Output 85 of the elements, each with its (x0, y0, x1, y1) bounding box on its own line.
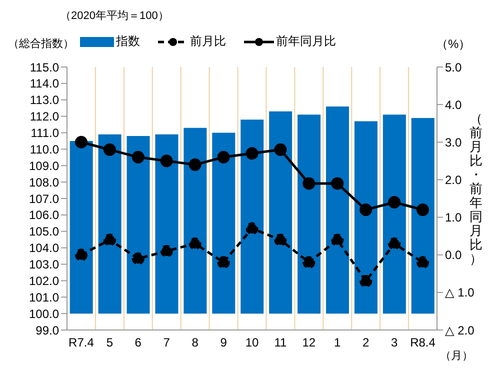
y2-tick-label: 1.0 (445, 210, 462, 225)
y2-tick-label: 3.0 (445, 135, 462, 150)
point (132, 150, 144, 164)
chart-title: （2020年平均＝100） (60, 9, 169, 23)
y2-tick-label: 0.0 (445, 248, 462, 262)
point (160, 154, 173, 168)
point (388, 196, 401, 209)
bar (269, 111, 292, 314)
y-tick-label: 107.0 (28, 192, 60, 206)
x-tick-label: 10 (245, 336, 259, 350)
y-tick-label: 101.0 (28, 290, 60, 304)
y-tick-label: 111.0 (30, 126, 60, 140)
point (74, 136, 88, 148)
y-tick-label: 114.0 (30, 76, 60, 91)
point (188, 158, 202, 171)
bar (326, 106, 349, 314)
y-tick-label: 109.0 (28, 158, 60, 173)
bar (98, 134, 122, 314)
bar (354, 121, 378, 314)
bar (212, 132, 236, 314)
x-tick-label: 9 (220, 336, 228, 350)
y2-tick-label: 2.0 (445, 172, 462, 187)
point (331, 177, 344, 190)
point (103, 143, 116, 156)
x-tick-label: 12 (302, 336, 316, 350)
point (331, 234, 344, 246)
point (360, 204, 372, 216)
text: （%） (436, 36, 471, 53)
x-axis-title: （月） (440, 349, 473, 363)
point (416, 204, 430, 216)
point (302, 177, 316, 190)
y-tick-label: 106.0 (28, 208, 60, 222)
point (132, 252, 144, 265)
y2-tick-label: 4.0 (445, 98, 462, 112)
y2-tick-label: △ 2.0 (445, 323, 475, 338)
point (246, 222, 258, 235)
bar (126, 136, 150, 314)
y-tick-label: 113.0 (30, 93, 60, 108)
x-tick-label: 1 (334, 336, 342, 350)
point (160, 244, 173, 258)
bar (155, 134, 178, 314)
y-tick-label: 102.0 (28, 274, 60, 288)
bar (70, 140, 93, 314)
point (246, 147, 258, 160)
bar (298, 114, 321, 314)
y-tick-label: 99.0 (36, 323, 60, 338)
y-tick-label: 104.0 (28, 241, 60, 256)
x-tick-label: 11 (274, 336, 288, 350)
point (274, 234, 287, 246)
y-tick-label: 108.0 (28, 175, 60, 190)
bar (240, 120, 264, 314)
y-axis-title: （総合指数） (8, 37, 74, 51)
point (388, 237, 401, 250)
x-tick-label: 6 (134, 336, 142, 350)
text: （前月比・前年同月比） (470, 111, 482, 266)
y-tick-label: 105.0 (28, 224, 60, 239)
y-tick-label: 100.0 (28, 306, 60, 321)
point (217, 256, 230, 269)
x-tick-label: 8 (192, 336, 199, 350)
legend-label: 指数 (116, 33, 140, 50)
bar (184, 128, 207, 314)
x-tick-label: 3 (390, 336, 398, 350)
point (274, 143, 287, 156)
legend-label: 前年同月比 (276, 33, 336, 50)
y2-tick-label: △ 1.0 (445, 286, 475, 300)
x-tick-label: 7 (163, 336, 170, 350)
x-tick-label: R8.4 (410, 336, 436, 350)
y-tick-label: 112.0 (30, 110, 60, 124)
y-tick-label: 103.0 (28, 258, 60, 272)
bar (382, 114, 406, 314)
y2-tick-label: 5.0 (445, 60, 462, 74)
x-tick-label: 5 (106, 336, 114, 350)
x-tick-label: R7.4 (68, 336, 94, 350)
y-tick-label: 110.0 (30, 142, 60, 156)
point (74, 248, 88, 262)
point (217, 150, 230, 164)
point (103, 234, 116, 246)
point (188, 237, 202, 250)
point (416, 256, 430, 269)
point (360, 274, 372, 288)
legend-label: 前月比 (190, 33, 226, 50)
y-tick-label: 115.0 (30, 60, 60, 74)
x-tick-label: 2 (362, 336, 370, 350)
bar (411, 118, 434, 314)
point (302, 256, 316, 269)
